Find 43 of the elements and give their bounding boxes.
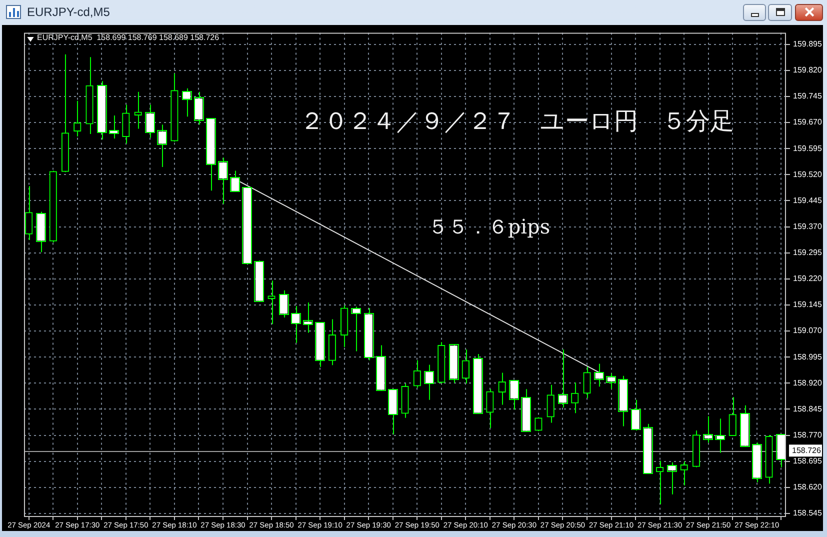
y-tick-label: 158.995 <box>793 352 822 362</box>
y-tick-label: 159.895 <box>793 39 822 48</box>
candlestick <box>606 372 616 390</box>
candlestick <box>509 380 519 410</box>
y-tick-label: 158.545 <box>793 508 822 518</box>
candlestick <box>424 364 434 400</box>
candlestick <box>703 416 713 444</box>
candlestick <box>291 306 301 344</box>
candlestick <box>656 460 664 505</box>
y-tick-label: 158.770 <box>793 430 822 440</box>
candlestick <box>182 88 192 118</box>
y-tick-label: 158.695 <box>793 456 822 466</box>
y-tick-label: 159.745 <box>793 92 822 101</box>
y-tick-label: 159.670 <box>793 118 822 127</box>
y-tick-label: 158.920 <box>793 378 822 388</box>
y-tick-label: 159.220 <box>793 274 822 284</box>
candlestick <box>218 157 228 204</box>
y-tick-label: 159.520 <box>793 170 822 179</box>
candlestick <box>230 170 240 192</box>
candlestick <box>558 348 568 408</box>
annotation: ５５．６pips <box>428 214 550 239</box>
candlestick <box>631 399 641 431</box>
y-tick-label: 159.070 <box>793 326 822 336</box>
y-tick-label: 159.295 <box>793 248 822 258</box>
text: EURJPY-cd,M5 <box>27 5 110 19</box>
candlestick <box>303 302 313 334</box>
text: ２０２４／９／２７ ユーロ円 ５分足 <box>300 107 734 136</box>
candlestick <box>594 363 604 388</box>
candlestick <box>194 91 204 126</box>
candlestick <box>279 290 289 318</box>
y-tick-label: 158.845 <box>793 404 822 414</box>
y-tick-label: 159.595 <box>793 144 822 153</box>
y-tick-label: 159.370 <box>793 222 822 231</box>
candlestick <box>145 104 155 138</box>
ref-line-label: 158.726 <box>792 446 822 455</box>
y-tick-label: 159.820 <box>793 66 822 75</box>
y-tick-label: 159.445 <box>793 196 822 205</box>
annotation: EURJPY-cd,M5 158.699 158.769 158.689 158.726 <box>37 33 220 42</box>
candlestick <box>157 124 167 168</box>
y-tick-label: 158.620 <box>793 482 822 492</box>
candlestick <box>667 462 677 495</box>
y-tick-label: 159.145 <box>793 300 822 310</box>
candlestick <box>351 306 361 352</box>
